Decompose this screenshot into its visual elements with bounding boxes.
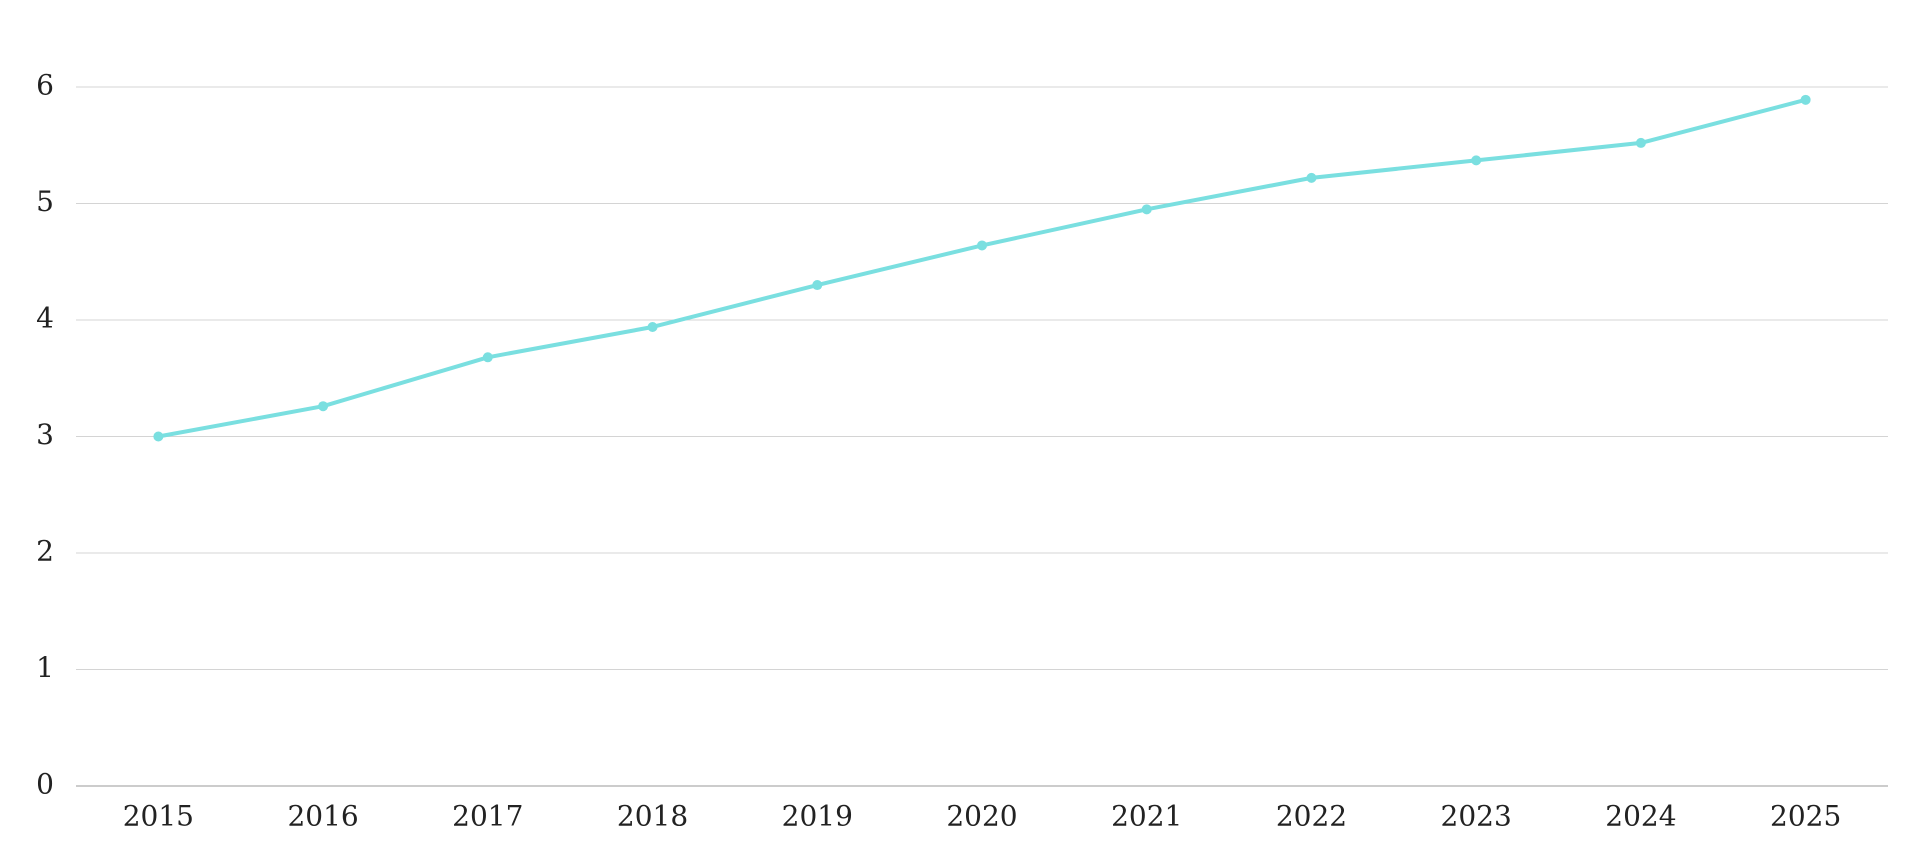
point: [812, 280, 823, 291]
y-tick-label: 1: [36, 651, 54, 684]
y-tick-label: 6: [36, 69, 54, 102]
point: [1635, 137, 1646, 148]
x-tick-label: 2021: [1111, 800, 1182, 833]
x-tick-label: 2015: [123, 800, 194, 833]
point: [1141, 204, 1152, 215]
y-tick-label: 4: [36, 302, 54, 335]
point: [1471, 155, 1482, 166]
x-tick-label: 2019: [782, 800, 853, 833]
y-tick-label: 0: [36, 768, 54, 801]
x-tick-label: 2016: [287, 800, 358, 833]
y-tick-label: 5: [36, 185, 54, 218]
point: [318, 401, 329, 412]
point: [1306, 172, 1317, 183]
x-tick-label: 2024: [1605, 800, 1676, 833]
point: [482, 352, 493, 363]
point: [647, 321, 658, 332]
y-tick-label: 3: [36, 418, 54, 451]
point: [153, 431, 164, 442]
point: [1800, 94, 1811, 105]
line: [158, 97, 1807, 439]
x-tick-label: 2022: [1276, 800, 1347, 833]
y-tick-label: 2: [36, 535, 54, 568]
x-tick-label: 2025: [1770, 800, 1841, 833]
x-tick-label: 2018: [617, 800, 688, 833]
x-tick-label: 2017: [452, 800, 523, 833]
x-tick-label: 2020: [946, 800, 1017, 833]
point: [977, 240, 987, 251]
x-tick-label: 2023: [1441, 800, 1512, 833]
